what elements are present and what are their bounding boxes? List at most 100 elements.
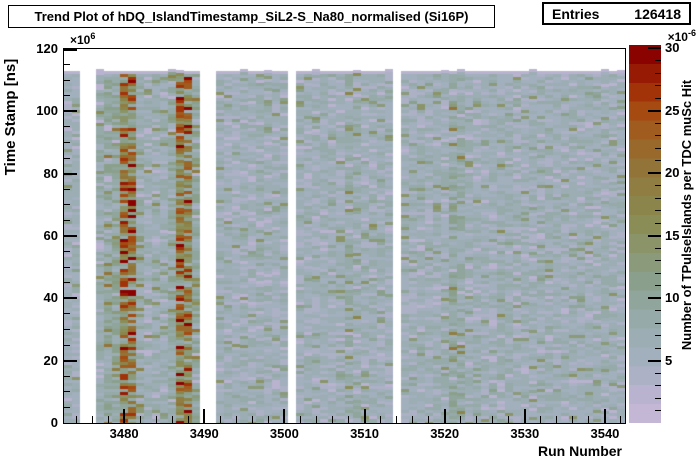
y-tick-label: 80 bbox=[43, 165, 58, 181]
z-major-tick bbox=[648, 297, 661, 299]
y-tick-label: 20 bbox=[43, 352, 58, 368]
x-major-tick bbox=[283, 409, 286, 423]
y-major-tick bbox=[64, 359, 77, 362]
z-minor-tick bbox=[655, 210, 661, 211]
x-minor-tick bbox=[492, 416, 494, 423]
x-minor-tick bbox=[572, 416, 574, 423]
x-minor-tick bbox=[171, 416, 173, 423]
x-minor-tick bbox=[251, 416, 253, 423]
x-tick-label: 3540 bbox=[590, 426, 620, 441]
y-tick-label: 120 bbox=[36, 41, 58, 56]
x-minor-tick bbox=[476, 416, 478, 423]
y-major-tick bbox=[64, 110, 77, 113]
z-minor-tick bbox=[655, 372, 661, 374]
z-tick-label: 25 bbox=[665, 102, 680, 118]
z-minor-tick bbox=[655, 335, 661, 336]
stats-entries-value: 126418 bbox=[634, 5, 681, 22]
y-minor-tick bbox=[64, 79, 70, 81]
z-minor-tick bbox=[655, 310, 661, 311]
z-minor-tick bbox=[655, 385, 661, 386]
y-minor-tick bbox=[64, 157, 70, 159]
x-minor-tick bbox=[139, 416, 141, 423]
y-tick-label: 100 bbox=[36, 103, 58, 119]
z-axis-title: Number of TPulseIslands per TDC muSc Hit bbox=[679, 79, 694, 351]
y-minor-tick bbox=[64, 344, 70, 346]
y-major-tick bbox=[64, 172, 77, 175]
y-minor-tick bbox=[64, 188, 70, 190]
z-minor-tick bbox=[655, 410, 661, 411]
x-tick-label: 3510 bbox=[350, 426, 379, 441]
plot-title-box: Trend Plot of hDQ_IslandTimestamp_SiL2-S… bbox=[8, 5, 495, 28]
z-minor-tick bbox=[655, 272, 661, 274]
z-tick-label: 15 bbox=[665, 227, 680, 243]
y-minor-tick bbox=[64, 266, 70, 268]
y-minor-tick bbox=[64, 313, 70, 315]
z-minor-tick bbox=[655, 285, 661, 286]
x-minor-tick bbox=[219, 416, 221, 423]
x-minor-tick bbox=[460, 416, 462, 423]
y-exp-base: ×10 bbox=[70, 33, 91, 47]
x-minor-tick bbox=[299, 416, 301, 423]
y-tick-label: 40 bbox=[43, 290, 58, 306]
y-minor-tick bbox=[64, 95, 70, 97]
y-major-tick bbox=[64, 49, 77, 51]
y-minor-tick bbox=[64, 204, 70, 206]
x-minor-tick bbox=[331, 416, 333, 423]
x-tick-label: 3490 bbox=[189, 426, 219, 441]
z-exp-base: ×10 bbox=[667, 30, 688, 44]
y-minor-tick bbox=[64, 64, 70, 66]
z-tick-label: 30 bbox=[665, 40, 680, 55]
x-minor-tick bbox=[75, 416, 77, 423]
y-minor-tick bbox=[64, 329, 70, 330]
x-major-tick bbox=[523, 409, 526, 423]
x-minor-tick bbox=[588, 416, 590, 423]
z-minor-tick bbox=[655, 347, 661, 349]
y-minor-tick bbox=[64, 375, 70, 377]
z-major-tick bbox=[648, 47, 661, 49]
y-tick-label: 60 bbox=[43, 228, 58, 243]
x-minor-tick bbox=[267, 416, 269, 423]
z-axis-exponent: ×10-6 bbox=[650, 28, 696, 44]
y-minor-tick bbox=[64, 391, 70, 393]
z-major-tick bbox=[648, 172, 661, 174]
x-major-tick bbox=[443, 409, 446, 423]
x-minor-tick bbox=[187, 416, 189, 423]
x-minor-tick bbox=[556, 416, 558, 423]
z-minor-tick bbox=[655, 135, 661, 136]
x-minor-tick bbox=[315, 416, 317, 423]
z-minor-tick bbox=[655, 85, 661, 86]
z-tick-label: 20 bbox=[665, 165, 680, 180]
x-major-tick bbox=[123, 409, 126, 423]
z-minor-tick bbox=[655, 247, 661, 249]
plot-title: Trend Plot of hDQ_IslandTimestamp_SiL2-S… bbox=[34, 9, 469, 24]
x-minor-tick bbox=[155, 416, 157, 423]
y-tick-label: 0 bbox=[50, 415, 58, 430]
z-minor-tick bbox=[655, 197, 661, 199]
x-minor-tick bbox=[620, 416, 622, 423]
y-major-tick bbox=[64, 297, 77, 300]
z-major-tick bbox=[648, 234, 661, 237]
x-tick-label: 3500 bbox=[269, 426, 299, 441]
x-tick-label: 3530 bbox=[510, 426, 540, 441]
y-axis-exponent: ×106 bbox=[70, 31, 95, 47]
y-minor-tick bbox=[64, 251, 70, 253]
x-axis-title: Run Number bbox=[538, 443, 622, 459]
y-minor-tick bbox=[64, 219, 70, 221]
y-exp-power: 6 bbox=[90, 31, 96, 41]
x-minor-tick bbox=[428, 416, 430, 423]
x-tick-label: 3480 bbox=[109, 426, 139, 441]
colorbar bbox=[629, 45, 661, 423]
z-minor-tick bbox=[655, 222, 661, 224]
z-exp-power: -6 bbox=[687, 28, 696, 38]
y-minor-tick bbox=[64, 282, 70, 284]
z-minor-tick bbox=[655, 260, 661, 261]
z-major-tick bbox=[648, 359, 661, 362]
x-major-tick bbox=[603, 409, 606, 423]
heatmap-canvas bbox=[64, 49, 625, 423]
x-minor-tick bbox=[540, 416, 542, 423]
z-tick-label: 5 bbox=[665, 352, 673, 368]
y-minor-tick bbox=[64, 406, 70, 408]
x-major-tick bbox=[363, 409, 366, 423]
y-minor-tick bbox=[64, 126, 70, 128]
